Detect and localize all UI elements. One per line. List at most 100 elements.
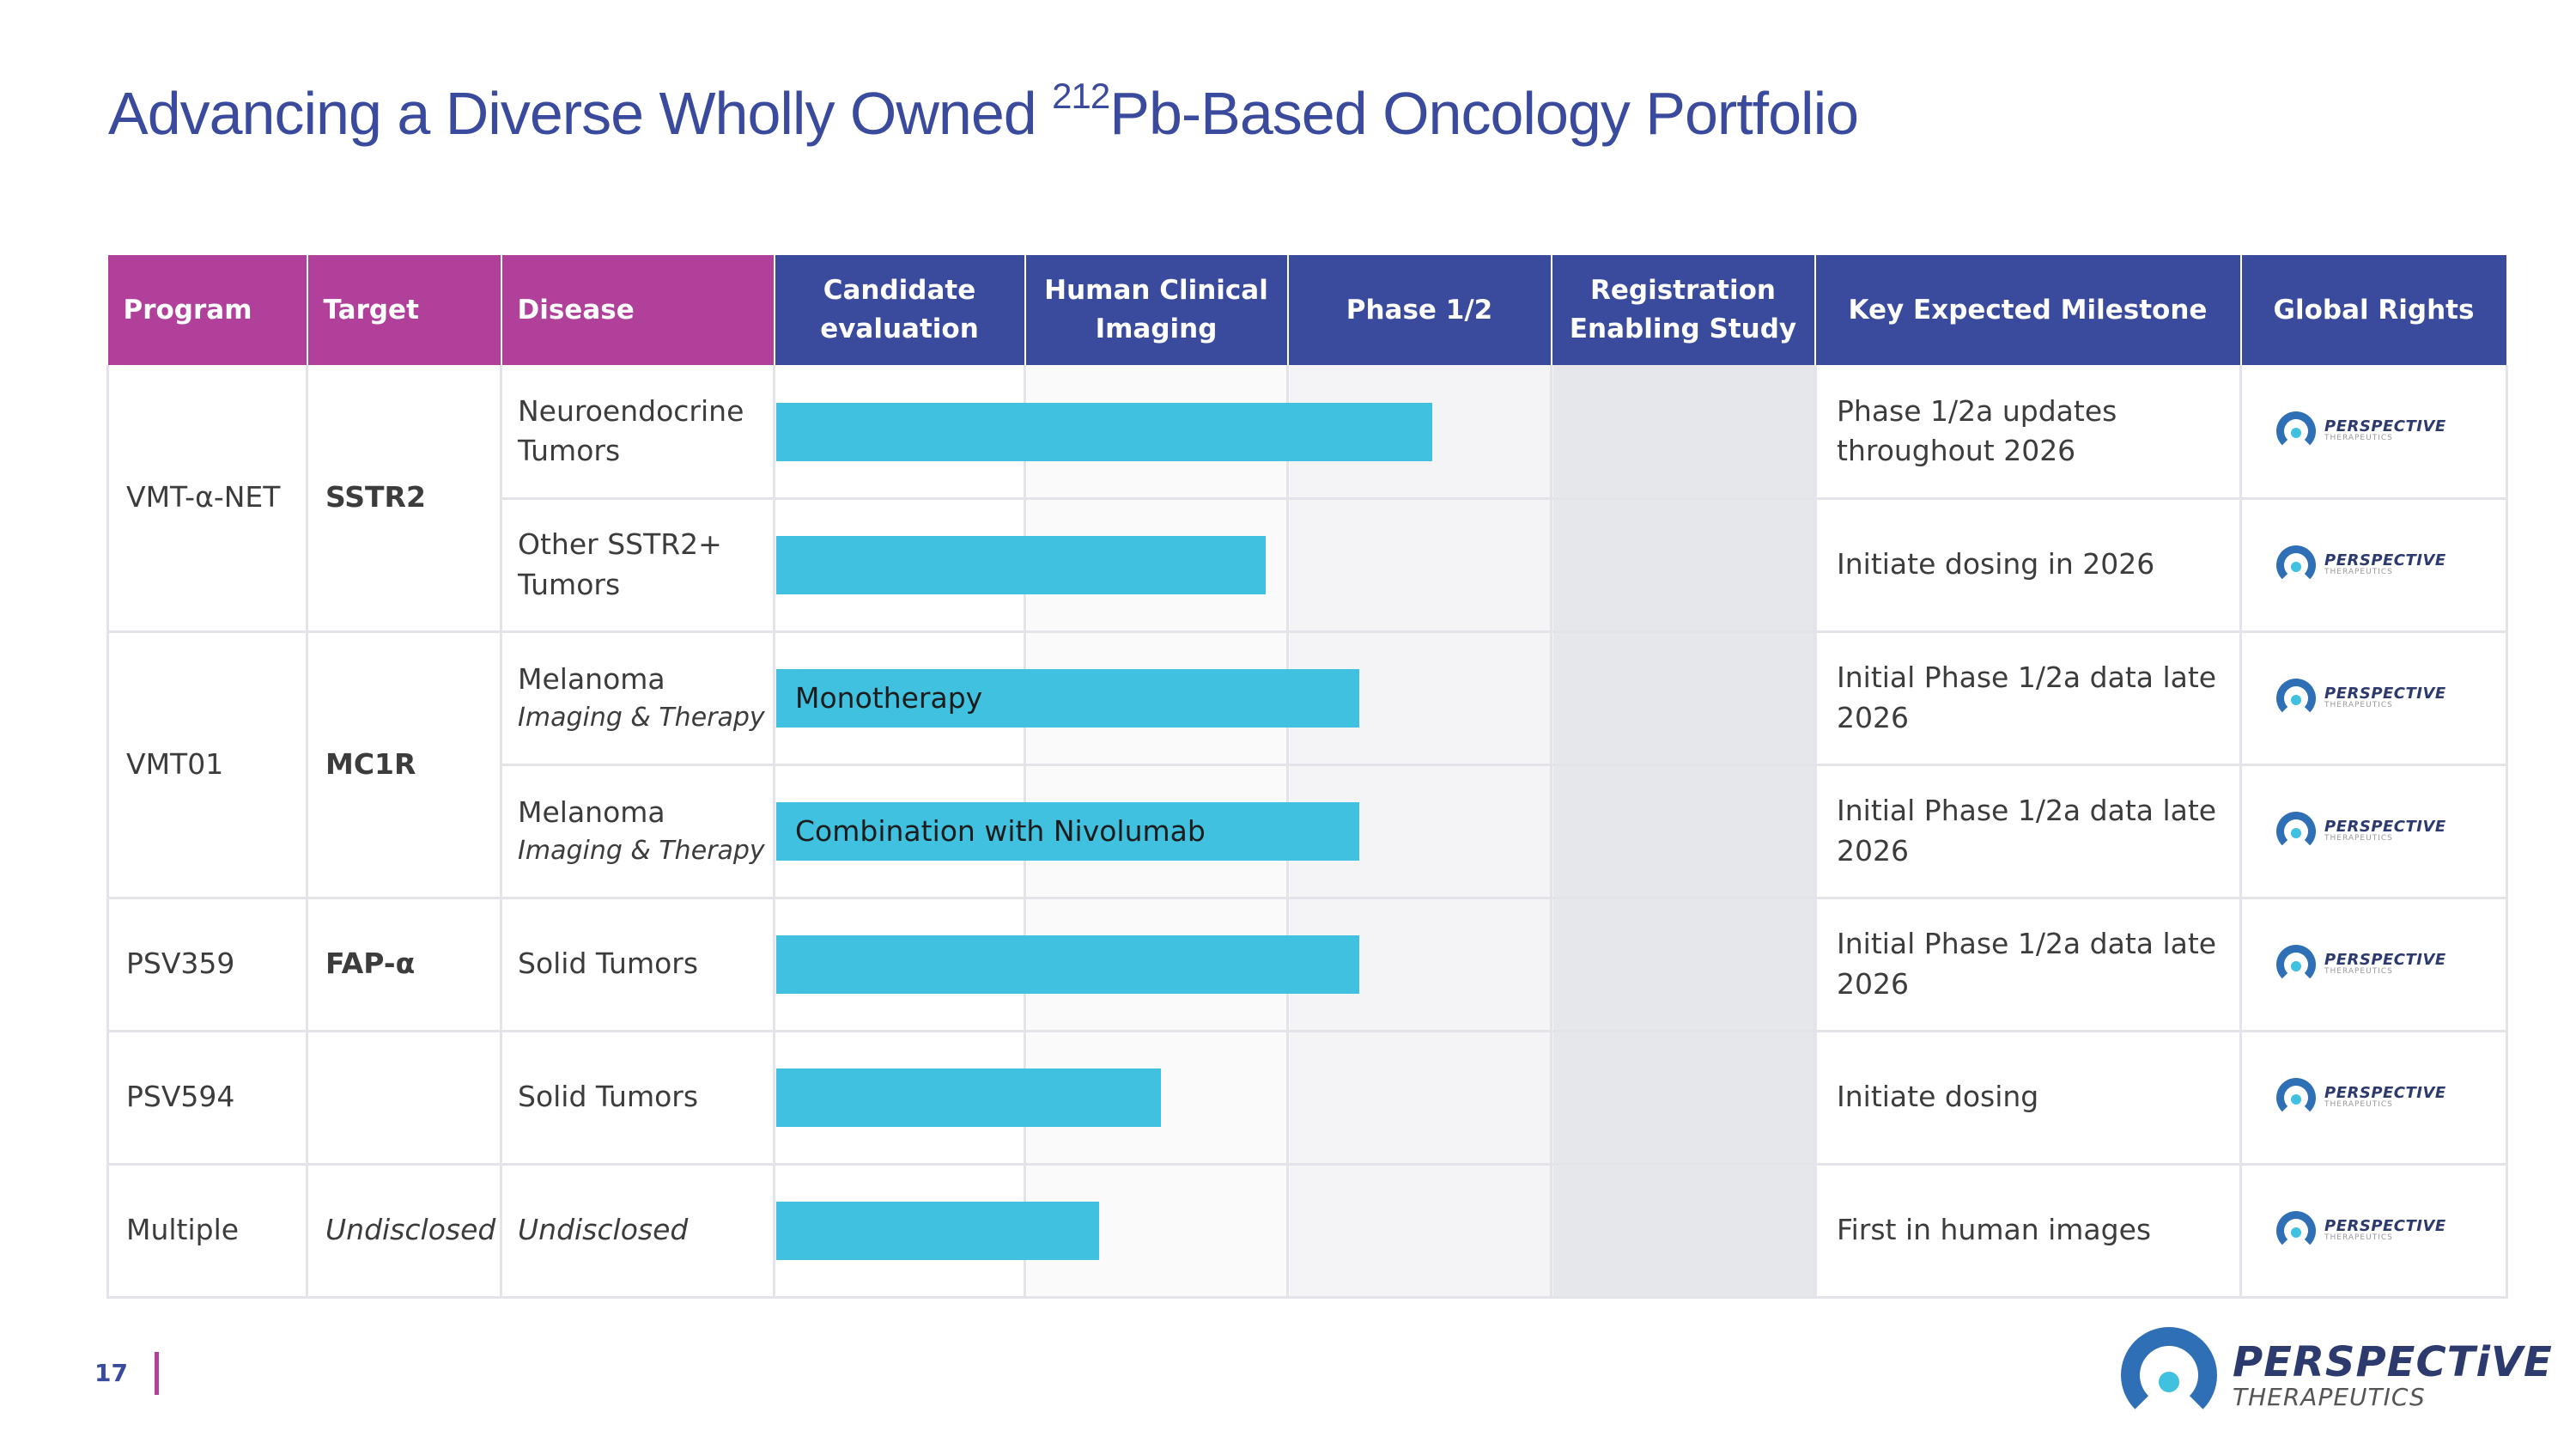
header-program: Program [107, 255, 308, 365]
header-phase-1-2: Phase 1/2 [1287, 255, 1552, 365]
disease-cell: Solid Tumors [501, 898, 775, 1032]
page-number: 17 [94, 1359, 128, 1387]
rights-logo-subtitle: THERAPEUTICS [2324, 967, 2393, 976]
global-rights-cell: PERSPECTIVE THERAPEUTICS [2240, 898, 2508, 1032]
rights-logo-name: PERSPECTIVE [2324, 1084, 2446, 1102]
company-logo-name: PERSPECTiVE [2233, 1338, 2553, 1387]
disease-cell: Melanoma Imaging & Therapy [501, 764, 775, 899]
rights-logo-mark-icon [2276, 411, 2316, 451]
disease-label: Solid Tumors [518, 1080, 699, 1114]
rights-logo: PERSPECTIVE THERAPEUTICS [2276, 944, 2506, 984]
rights-logo: PERSPECTIVE THERAPEUTICS [2276, 545, 2506, 585]
rights-logo-name: PERSPECTIVE [2324, 951, 2446, 969]
header-target: Target [307, 255, 502, 365]
global-rights-cell: PERSPECTIVE THERAPEUTICS [2240, 764, 2508, 899]
footer-divider [155, 1352, 159, 1395]
milestone-cell: Initial Phase 1/2a data late 2026 [1814, 898, 2242, 1032]
stage-cell [1024, 1164, 1289, 1299]
rights-logo-subtitle: THERAPEUTICS [2324, 1100, 2393, 1109]
rights-logo-mark-icon [2276, 678, 2316, 718]
progress-bar [776, 1202, 1099, 1260]
global-rights-cell: PERSPECTIVE THERAPEUTICS [2240, 365, 2508, 500]
global-rights-cell: PERSPECTIVE THERAPEUTICS [2240, 631, 2508, 766]
program-cell: Multiple [106, 1164, 308, 1299]
title-text: Advancing a Diverse Wholly Owned [108, 80, 1053, 147]
milestone-cell: Initial Phase 1/2a data late 2026 [1814, 631, 2242, 766]
stage-cell [1551, 498, 1816, 633]
stage-cell [1287, 498, 1552, 633]
rights-logo: PERSPECTIVE THERAPEUTICS [2276, 811, 2506, 851]
progress-bar [776, 403, 1432, 461]
rights-logo-subtitle: THERAPEUTICS [2324, 834, 2393, 843]
progress-bar: Monotherapy [776, 669, 1359, 728]
stage-cell [1551, 631, 1816, 766]
header-registration-enabling-study: Registration Enabling Study [1551, 255, 1816, 365]
header-candidate-evaluation: Candidate evaluation [774, 255, 1026, 365]
stage-cell [1551, 1031, 1816, 1166]
milestone-cell: Initial Phase 1/2a data late 2026 [1814, 764, 2242, 899]
title-text-suffix: Pb-Based Oncology Portfolio [1109, 80, 1859, 147]
global-rights-cell: PERSPECTIVE THERAPEUTICS [2240, 498, 2508, 633]
program-cell: VMT01 [106, 631, 308, 899]
stage-cell [1551, 764, 1816, 899]
program-cell: PSV359 [106, 898, 308, 1032]
target-cell: Undisclosed [307, 1164, 502, 1299]
rights-logo-mark-icon [2276, 1077, 2316, 1117]
company-logo: PERSPECTiVE THERAPEUTICS [2121, 1327, 2553, 1423]
rights-logo-mark-icon [2276, 1210, 2316, 1251]
disease-cell: Other SSTR2+ Tumors [501, 498, 775, 633]
rights-logo-name: PERSPECTIVE [2324, 685, 2446, 703]
company-logo-subtitle: THERAPEUTICS [2233, 1382, 2426, 1411]
stage-cell [1287, 1031, 1552, 1166]
target-cell [307, 1031, 502, 1166]
rights-logo-mark-icon [2276, 811, 2316, 851]
rights-logo-subtitle: THERAPEUTICS [2324, 701, 2393, 709]
target-cell: MC1R [307, 631, 502, 899]
milestone-cell: Phase 1/2a updates throughout 2026 [1814, 365, 2242, 500]
rights-logo-name: PERSPECTIVE [2324, 551, 2446, 569]
rights-logo-subtitle: THERAPEUTICS [2324, 1233, 2393, 1242]
progress-bar [776, 1068, 1161, 1127]
disease-label: Solid Tumors [518, 947, 699, 981]
program-cell: PSV594 [106, 1031, 308, 1166]
table-header-row: Program Target Disease Candidate evaluat… [107, 255, 2508, 365]
rights-logo: PERSPECTIVE THERAPEUTICS [2276, 1077, 2506, 1117]
disease-cell: Solid Tumors [501, 1031, 775, 1166]
stage-cell [1287, 1164, 1552, 1299]
rights-logo-name: PERSPECTIVE [2324, 1217, 2446, 1235]
header-disease: Disease [501, 255, 775, 365]
rights-logo-mark-icon [2276, 944, 2316, 984]
target-cell: SSTR2 [307, 365, 502, 633]
milestone-cell: First in human images [1814, 1164, 2242, 1299]
program-cell: VMT-α-NET [106, 365, 308, 633]
target-cell: FAP-α [307, 898, 502, 1032]
header-human-clinical-imaging: Human Clinical Imaging [1024, 255, 1289, 365]
global-rights-cell: PERSPECTIVE THERAPEUTICS [2240, 1164, 2508, 1299]
progress-bar-label: Combination with Nivolumab [795, 814, 1206, 848]
stage-cell [1551, 1164, 1816, 1299]
milestone-cell: Initiate dosing [1814, 1031, 2242, 1166]
header-global-rights: Global Rights [2240, 255, 2508, 365]
table-row: PSV594 Solid Tumors Initiate dosing PERSPEC… [106, 1031, 2508, 1166]
disease-label: Other SSTR2+ Tumors [518, 527, 722, 601]
rights-logo: PERSPECTIVE THERAPEUTICS [2276, 411, 2506, 451]
global-rights-cell: PERSPECTIVE THERAPEUTICS [2240, 1031, 2508, 1166]
disease-cell: Neuroendocrine Tumors [501, 365, 775, 500]
milestone-cell: Initiate dosing in 2026 [1814, 498, 2242, 633]
rights-logo: PERSPECTIVE THERAPEUTICS [2276, 1210, 2506, 1251]
progress-bar: Combination with Nivolumab [776, 802, 1359, 861]
rights-logo-subtitle: THERAPEUTICS [2324, 434, 2393, 443]
progress-bar [776, 935, 1359, 994]
disease-label: Undisclosed [518, 1213, 689, 1247]
disease-cell: Melanoma Imaging & Therapy [501, 631, 775, 766]
disease-cell: Undisclosed [501, 1164, 775, 1299]
disease-sublabel: Imaging & Therapy [518, 702, 765, 733]
disease-label: Melanoma [518, 662, 665, 697]
header-key-expected-milestone: Key Expected Milestone [1814, 255, 2242, 365]
disease-label: Melanoma [518, 795, 665, 830]
company-logo-mark-icon [2121, 1327, 2217, 1423]
rights-logo-name: PERSPECTIVE [2324, 417, 2446, 436]
stage-cell [1551, 898, 1816, 1032]
rights-logo-subtitle: THERAPEUTICS [2324, 568, 2393, 576]
disease-sublabel: Imaging & Therapy [518, 835, 765, 866]
